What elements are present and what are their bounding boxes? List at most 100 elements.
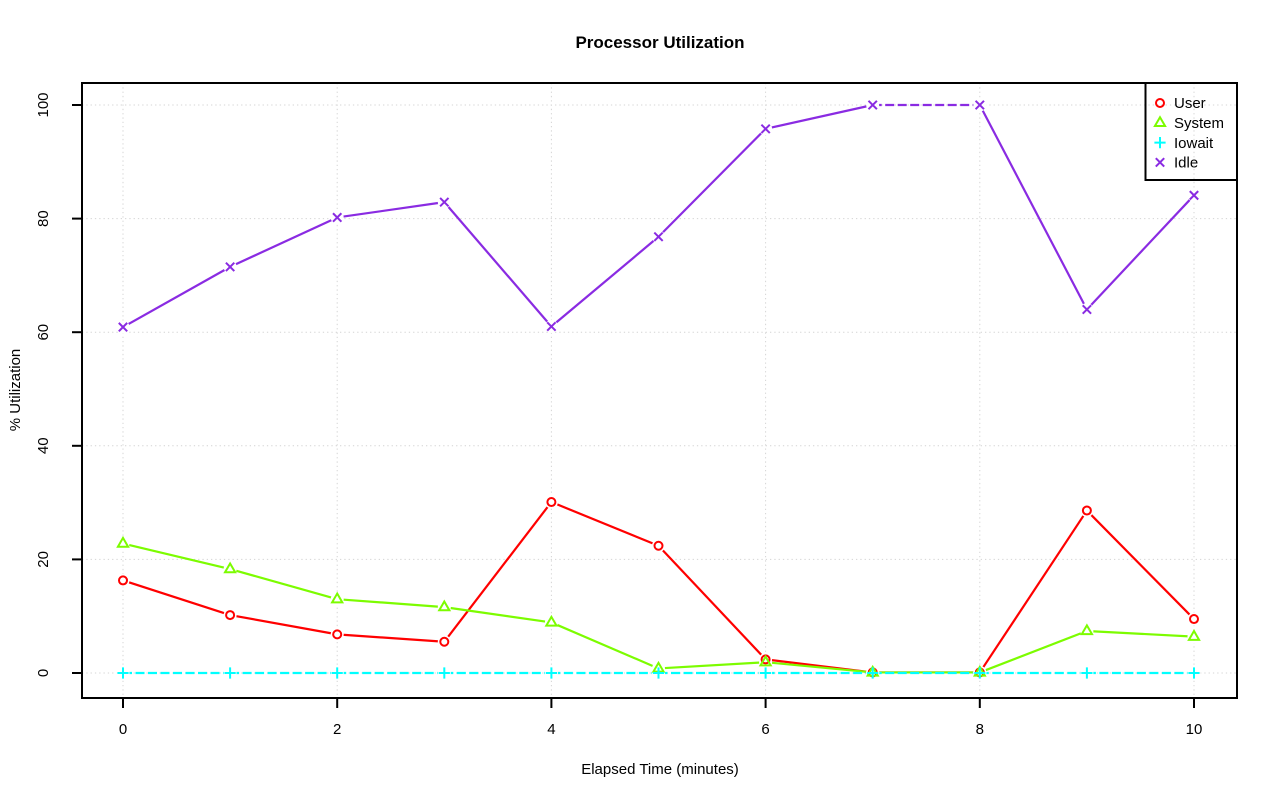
x-tick-label: 0: [119, 721, 127, 738]
line-segment: [443, 501, 553, 643]
triangle-marker: [330, 591, 345, 604]
x-tick-label: 8: [976, 721, 984, 738]
triangle-marker: [223, 561, 237, 574]
line-segment: [122, 579, 231, 617]
plot-border: [81, 82, 1238, 699]
x-marker: [653, 231, 664, 242]
circle-marker: [1189, 614, 1199, 625]
line-segment: [658, 661, 766, 670]
x-tick-label: 6: [761, 721, 769, 738]
line-segment: [337, 633, 445, 643]
legend-entry-idle: Idle: [1155, 155, 1198, 172]
legend-label: Idle: [1174, 155, 1198, 172]
plus-marker: [438, 667, 450, 679]
circle-marker: [225, 610, 236, 621]
x-marker: [332, 212, 343, 223]
y-axis-label: % Utilization: [7, 349, 24, 432]
triangle-marker: [1153, 115, 1167, 127]
x-marker: [867, 100, 878, 110]
line-segment: [229, 216, 338, 268]
line-segment: [550, 235, 660, 328]
triangle-marker: [116, 535, 130, 548]
line-segment: [978, 104, 1088, 310]
legend-box: [1144, 82, 1238, 181]
markers-iowait: [117, 667, 1200, 679]
triangle-marker: [1187, 629, 1201, 641]
plus-marker: [1081, 667, 1093, 679]
series-idle: [122, 103, 1195, 329]
chart-title: Processor Utilization: [575, 33, 744, 52]
line-segment: [229, 567, 338, 601]
y-tick-label: 60: [35, 324, 52, 341]
series-markers: [116, 100, 1201, 679]
line-segment: [122, 542, 231, 571]
y-tick-label: 20: [35, 551, 52, 568]
circle-marker: [332, 629, 343, 640]
legend-label: System: [1174, 115, 1224, 132]
plus-marker: [545, 667, 557, 679]
line-segment: [122, 265, 231, 329]
line-segment: [657, 545, 767, 661]
x-marker: [118, 322, 128, 332]
y-tick-label: 100: [35, 92, 52, 117]
x-axis-label: Elapsed Time (minutes): [581, 761, 739, 778]
line-segment: [550, 501, 659, 547]
marker-halos: [116, 98, 1201, 680]
x-marker: [1155, 157, 1165, 168]
plus-marker: [652, 667, 665, 679]
series-lines: [122, 103, 1195, 675]
line-segment: [765, 661, 873, 674]
line-segment: [1086, 629, 1195, 638]
line-segment: [337, 598, 445, 609]
circle-marker: [118, 575, 128, 586]
series-user: [122, 501, 1195, 674]
circle-marker: [1155, 98, 1165, 108]
x-tick-label: 4: [547, 721, 555, 738]
x-marker: [225, 261, 236, 272]
markers-system: [116, 535, 1201, 677]
line-segment: [443, 201, 553, 328]
legend-label: Iowait: [1174, 135, 1214, 152]
line-segment: [978, 509, 1088, 674]
series-system: [122, 542, 1195, 674]
triangle-marker: [1080, 623, 1094, 636]
plus-marker: [1154, 137, 1166, 149]
triangle-marker: [758, 654, 773, 667]
x-tick-label: 2: [333, 721, 341, 738]
x-marker: [1081, 304, 1092, 315]
plus-marker: [117, 667, 129, 679]
circle-marker: [1081, 505, 1092, 516]
legend: User System Iowait Idle: [1144, 82, 1238, 181]
legend-entry-iowait: Iowait: [1154, 135, 1214, 152]
circle-marker: [653, 540, 664, 551]
legend-label: User: [1174, 95, 1206, 112]
line-segment: [765, 103, 873, 130]
y-tick-label: 40: [35, 437, 52, 454]
x-marker: [439, 197, 450, 208]
plus-marker: [224, 667, 236, 679]
legend-entry-system: System: [1153, 115, 1224, 132]
line-segment: [1086, 194, 1195, 311]
markers-idle: [118, 100, 1199, 332]
triangle-marker: [544, 614, 559, 627]
line-segment: [444, 606, 552, 624]
line-segment: [657, 128, 767, 238]
x-marker: [546, 321, 557, 332]
plus-marker: [867, 667, 879, 679]
legend-entry-user: User: [1155, 95, 1206, 112]
triangle-marker: [437, 599, 452, 612]
y-tick-label: 80: [35, 210, 52, 227]
y-tick-label: 0: [35, 669, 52, 677]
plus-marker: [760, 667, 772, 679]
x-tick-label: 10: [1186, 721, 1203, 738]
line-segment: [337, 201, 445, 219]
line-segment: [229, 613, 338, 636]
plus-marker: [331, 667, 343, 679]
plus-marker: [974, 667, 986, 679]
gridlines: [82, 83, 1237, 698]
x-marker: [760, 123, 771, 134]
line-segment: [979, 629, 1088, 674]
